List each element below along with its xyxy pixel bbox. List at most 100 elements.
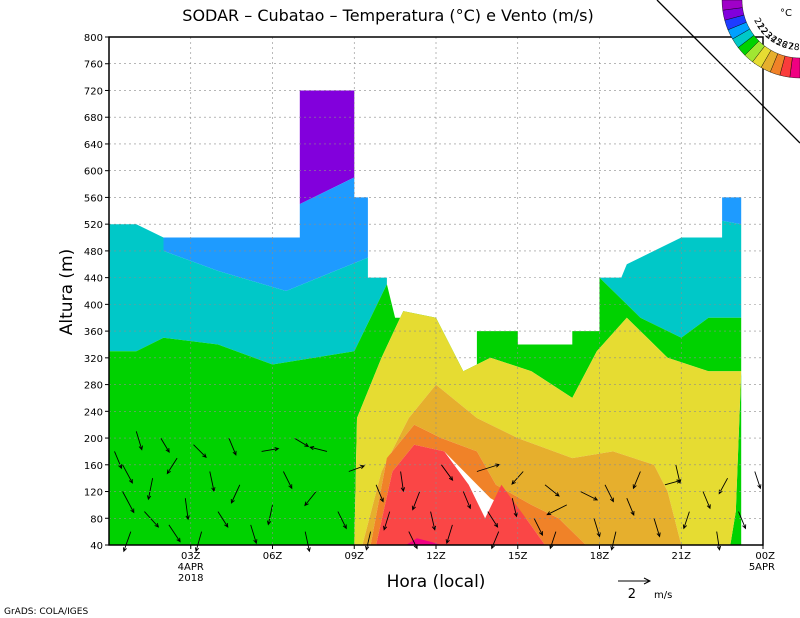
wind-vector	[122, 531, 132, 553]
y-tick-label: 320	[84, 354, 103, 365]
wind-vector	[122, 491, 135, 514]
y-tick-label: 720	[84, 86, 103, 97]
y-tick-label: 240	[84, 407, 103, 418]
wind-vector	[122, 464, 133, 484]
wind-vector	[718, 477, 728, 495]
wind-vector	[348, 465, 366, 472]
wind-vector	[114, 451, 123, 470]
band-6-0	[370, 424, 586, 545]
wind-vector	[144, 511, 160, 528]
wind-vector	[754, 471, 762, 490]
wind-vector	[194, 531, 203, 553]
y-axis-ticks: 40 80 120 160 200 240 280 320 360 400 440 480 520 560…	[84, 33, 109, 552]
wind-vector	[738, 511, 747, 530]
x-tick-label: 09Z	[344, 551, 364, 562]
band-3-0	[109, 277, 742, 545]
wind-vector	[533, 518, 543, 537]
wind-vector	[441, 464, 454, 482]
x-tick-label: 12Z	[426, 551, 446, 562]
wind-vector	[610, 531, 617, 551]
y-tick-label: 120	[84, 488, 103, 499]
wind-vector	[209, 471, 216, 493]
y-tick-label: 520	[84, 220, 103, 231]
x-tick-label: 15Z	[508, 551, 528, 562]
wind-vector	[135, 431, 143, 451]
wind-key-value: 2	[628, 587, 636, 602]
wind-vector	[544, 484, 560, 497]
band-5-0	[362, 384, 682, 545]
wind-vector	[487, 511, 499, 528]
wind-vector	[304, 531, 311, 553]
wind-vector	[166, 457, 178, 475]
y-tick-label: 40	[90, 541, 103, 552]
wind-vector	[511, 498, 518, 518]
x-tick-label: 21Z	[671, 551, 691, 562]
wind-vector	[193, 444, 207, 459]
band-0-0	[299, 90, 355, 205]
wind-vector	[546, 504, 568, 516]
y-tick-label: 200	[84, 434, 103, 445]
y-tick-label: 600	[84, 167, 103, 178]
wind-vector	[282, 471, 293, 490]
wind-vector	[230, 484, 241, 504]
band-2-1	[599, 220, 742, 338]
colorbar-label: 21	[751, 17, 765, 32]
y-tick-label: 680	[84, 113, 103, 124]
wind-vector	[294, 437, 310, 448]
y-tick-label: 760	[84, 60, 103, 71]
wind-vector	[309, 445, 328, 452]
wind-vector	[146, 478, 154, 501]
y-tick-label: 160	[84, 461, 103, 472]
colorbar-label: 28	[787, 42, 800, 53]
band-1-1	[722, 197, 742, 225]
colorbar-label: 25	[769, 34, 784, 48]
wind-vector	[702, 491, 711, 510]
x-axis-label: Hora (local)	[387, 572, 486, 592]
x-tick-date: 4APR	[178, 562, 204, 573]
y-tick-label: 480	[84, 247, 103, 258]
wind-vector	[261, 447, 280, 452]
y-tick-label: 800	[84, 33, 103, 44]
wind-key: 2 m/s	[618, 577, 672, 602]
wind-vector	[337, 511, 347, 530]
wind-vector	[365, 531, 372, 551]
wind-vector	[632, 471, 641, 490]
wind-key-unit: m/s	[654, 590, 672, 601]
wind-vector	[593, 518, 601, 538]
colorbar-label: 27	[781, 40, 795, 53]
wind-vector	[250, 524, 258, 545]
wind-vector	[462, 491, 471, 510]
x-tick-label: 18Z	[590, 551, 610, 562]
y-tick-label: 560	[84, 193, 103, 204]
wind-vectors	[114, 431, 762, 553]
wind-vector	[304, 491, 317, 507]
wind-vector	[160, 437, 170, 453]
band-2-0	[109, 224, 387, 365]
wind-vector	[184, 498, 190, 521]
wind-vector	[168, 524, 181, 543]
wind-vector	[400, 471, 406, 493]
x-tick-label: 06Z	[263, 551, 283, 562]
band-4-0	[354, 311, 742, 545]
y-axis-label: Altura (m)	[57, 249, 77, 335]
y-tick-label: 360	[84, 327, 103, 338]
colorbar-label: 26	[774, 38, 789, 52]
y-tick-label: 440	[84, 274, 103, 285]
colorbar-diagonal	[656, 0, 800, 144]
wind-vector	[383, 511, 391, 531]
wind-vector	[445, 524, 453, 545]
wind-vector	[675, 464, 682, 485]
x-tick-date: 5APR	[749, 562, 775, 573]
colorbar-swatch	[721, 0, 743, 11]
wind-vector	[626, 498, 635, 516]
wind-vector	[430, 511, 437, 531]
chart-title: SODAR – Cubatao – Temperatura (°C) e Ven…	[182, 6, 593, 25]
y-tick-label: 640	[84, 140, 103, 151]
y-tick-label: 400	[84, 300, 103, 311]
wind-vector	[682, 511, 690, 530]
wind-vector	[228, 437, 237, 456]
wind-vector	[604, 484, 614, 503]
wind-vector	[653, 518, 661, 538]
